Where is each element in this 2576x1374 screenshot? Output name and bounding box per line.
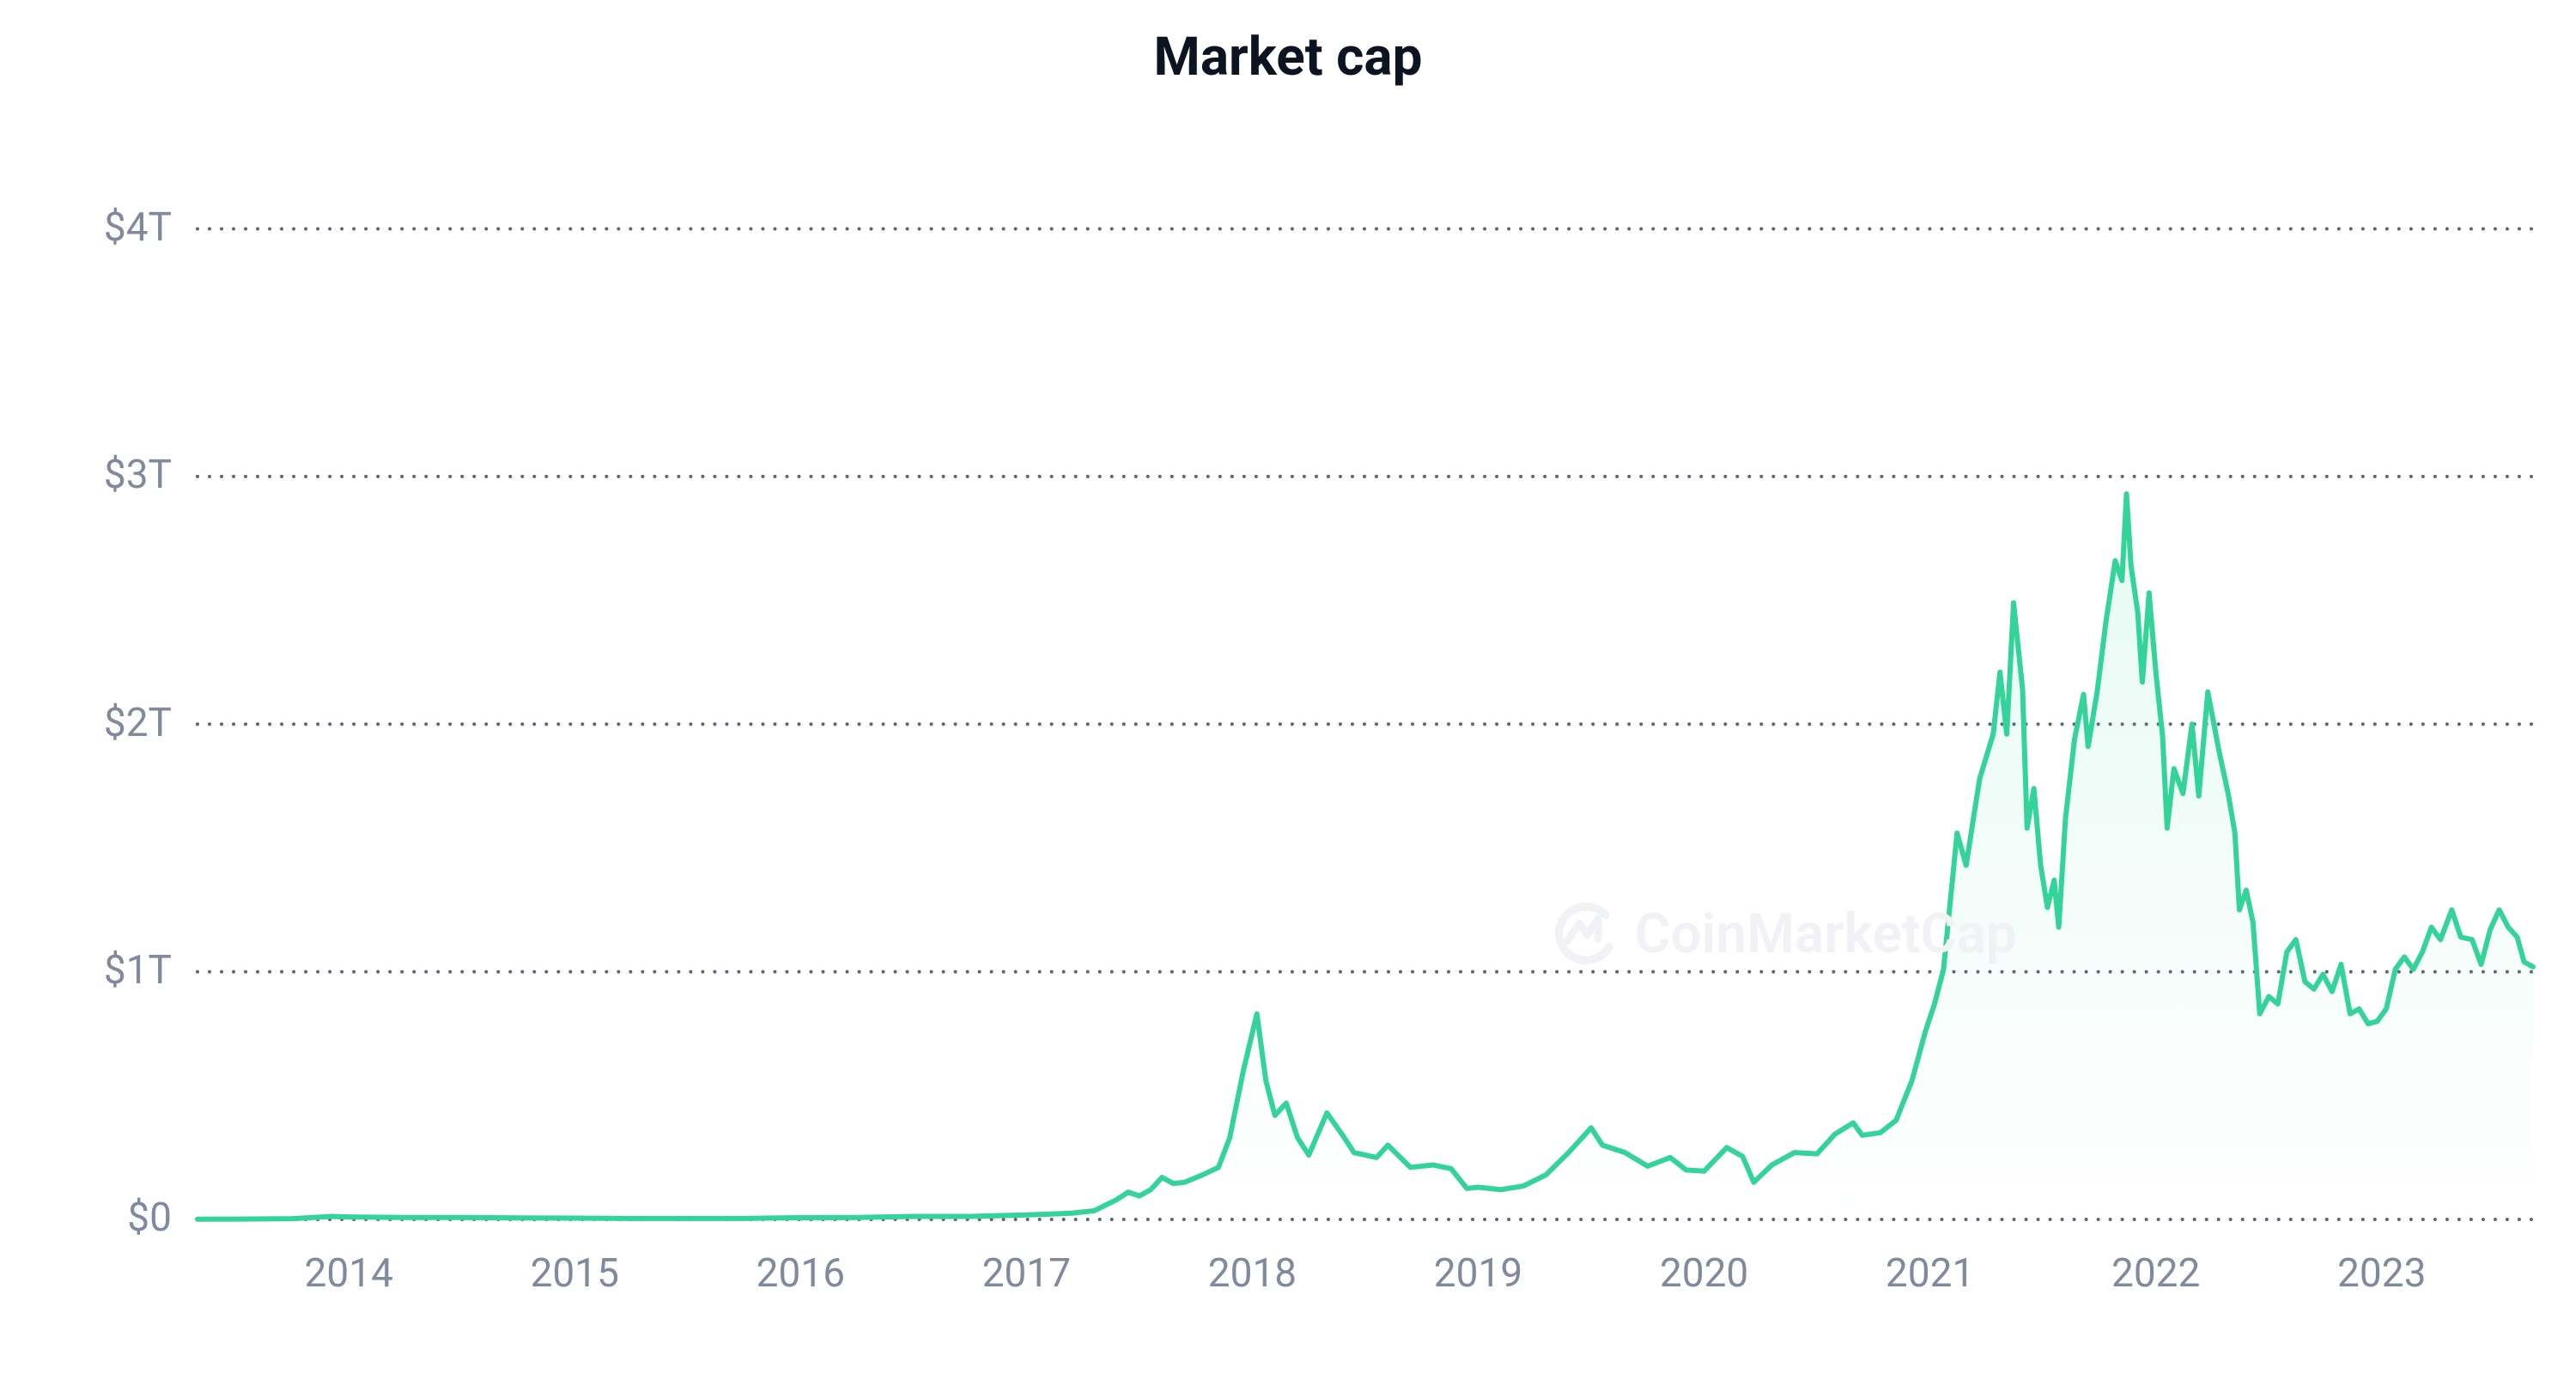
y-axis-label: $0: [0, 1195, 172, 1241]
x-axis-label: 2016: [740, 1250, 860, 1297]
x-axis-label: 2014: [289, 1250, 409, 1297]
y-axis-label: $3T: [0, 452, 172, 498]
x-axis-label: 2021: [1870, 1250, 1990, 1297]
y-axis-label: $4T: [0, 204, 172, 251]
market-cap-chart: Market cap CoinMarketCap $0$1T$2T$3T$4T2…: [0, 0, 2576, 1374]
x-axis-label: 2023: [2322, 1250, 2442, 1297]
x-axis-label: 2022: [2096, 1250, 2216, 1297]
x-axis-label: 2018: [1192, 1250, 1312, 1297]
x-axis-label: 2020: [1644, 1250, 1765, 1297]
x-axis-label: 2015: [514, 1250, 635, 1297]
chart-plot-area: [0, 0, 2576, 1374]
x-axis-label: 2019: [1419, 1250, 1539, 1297]
y-axis-label: $1T: [0, 947, 172, 994]
y-axis-label: $2T: [0, 700, 172, 746]
x-axis-label: 2017: [966, 1250, 1086, 1297]
